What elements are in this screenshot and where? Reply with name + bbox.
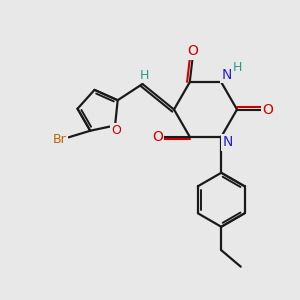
Text: O: O [112, 124, 122, 137]
Text: N: N [223, 135, 233, 149]
Text: H: H [139, 69, 149, 82]
Text: Br: Br [53, 133, 67, 146]
Text: N: N [221, 68, 232, 82]
Text: O: O [262, 103, 273, 116]
Text: O: O [152, 130, 163, 144]
Text: H: H [233, 61, 242, 74]
Text: O: O [187, 44, 198, 58]
